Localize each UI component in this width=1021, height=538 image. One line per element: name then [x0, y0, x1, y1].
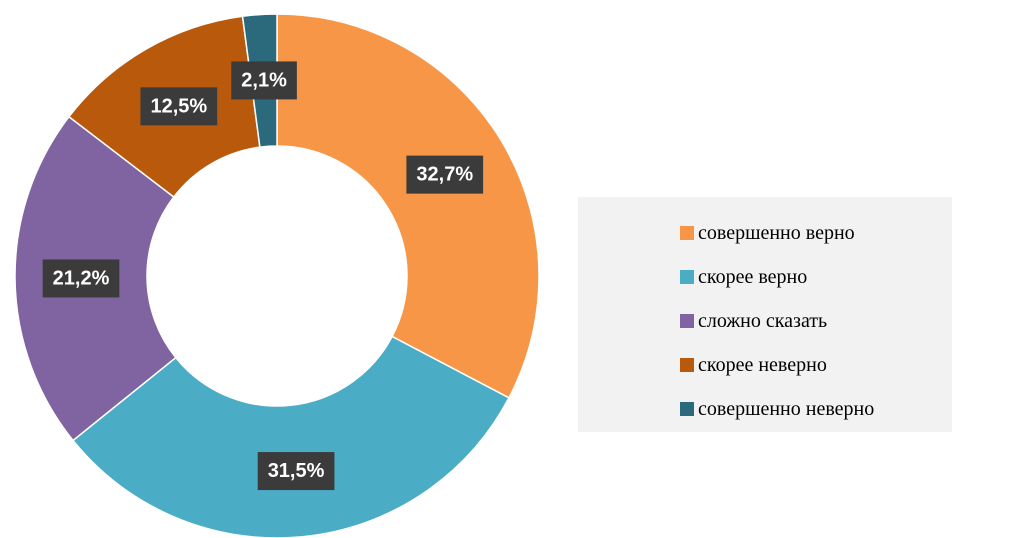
data-label: 32,7% [416, 164, 473, 186]
legend-swatch [680, 270, 694, 284]
data-label: 12,5% [150, 95, 207, 117]
legend-label: скорее неверно [698, 354, 827, 376]
data-label: 21,2% [53, 267, 110, 289]
data-label-box [42, 259, 120, 298]
legend-label: совершенно верно [698, 222, 855, 244]
data-label-box [140, 87, 218, 126]
legend-swatch [680, 358, 694, 372]
legend-box [578, 197, 952, 432]
legend-label: совершенно неверно [698, 398, 874, 420]
legend-swatch [680, 314, 694, 328]
data-label-box [406, 155, 484, 194]
data-label-box [231, 61, 297, 100]
data-label: 31,5% [268, 460, 325, 482]
data-label: 2,1% [241, 69, 287, 91]
legend-swatch [680, 226, 694, 240]
legend-label: скорее верно [698, 266, 807, 288]
legend-label: сложно сказать [698, 310, 827, 332]
slice [276, 13, 540, 399]
legend-swatch [680, 402, 694, 416]
data-label-box [257, 452, 335, 491]
slice [71, 335, 510, 538]
